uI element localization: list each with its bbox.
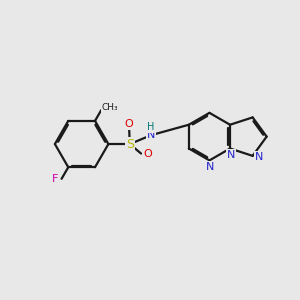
Text: N: N (206, 162, 214, 172)
Text: F: F (52, 174, 58, 184)
Text: CH₃: CH₃ (101, 103, 118, 112)
Text: S: S (126, 138, 134, 151)
Text: N: N (255, 152, 263, 162)
Text: O: O (143, 149, 152, 159)
Text: N: N (147, 130, 155, 140)
Text: O: O (124, 119, 133, 129)
Text: N: N (227, 150, 235, 160)
Text: H: H (147, 122, 154, 132)
